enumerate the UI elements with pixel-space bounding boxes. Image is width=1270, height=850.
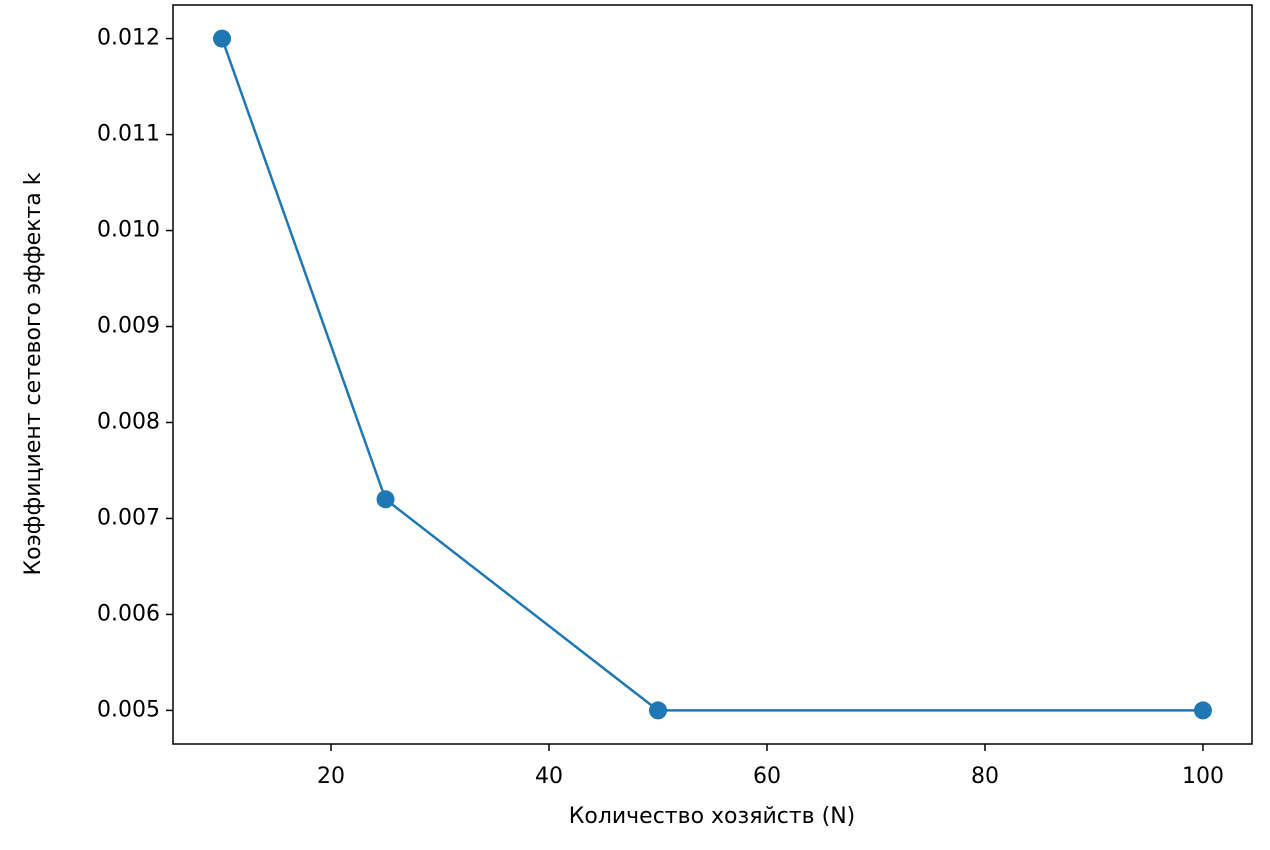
data-point <box>376 490 395 509</box>
data-point <box>649 701 668 720</box>
x-tick-label: 40 <box>535 764 563 789</box>
y-tick-label: 0.008 <box>97 409 160 434</box>
x-tick-label: 80 <box>971 764 999 789</box>
data-point <box>213 29 232 48</box>
x-axis-label: Количество хозяйств (N) <box>569 804 856 829</box>
y-axis-label: Коэффициент сетевого эффекта k <box>21 172 46 575</box>
plot-frame <box>172 4 1253 745</box>
x-tick-label: 100 <box>1182 764 1224 789</box>
x-tick-label: 60 <box>753 764 781 789</box>
y-tick-label: 0.012 <box>97 26 160 51</box>
x-tick-label: 20 <box>317 764 345 789</box>
y-tick-label: 0.011 <box>97 122 160 147</box>
y-tick-label: 0.005 <box>97 697 160 722</box>
data-point <box>1193 701 1212 720</box>
y-tick-label: 0.007 <box>97 505 160 530</box>
series-line <box>220 38 1203 712</box>
y-tick-label: 0.010 <box>97 218 160 243</box>
y-tick-label: 0.006 <box>97 601 160 626</box>
y-tick-label: 0.009 <box>97 314 160 339</box>
